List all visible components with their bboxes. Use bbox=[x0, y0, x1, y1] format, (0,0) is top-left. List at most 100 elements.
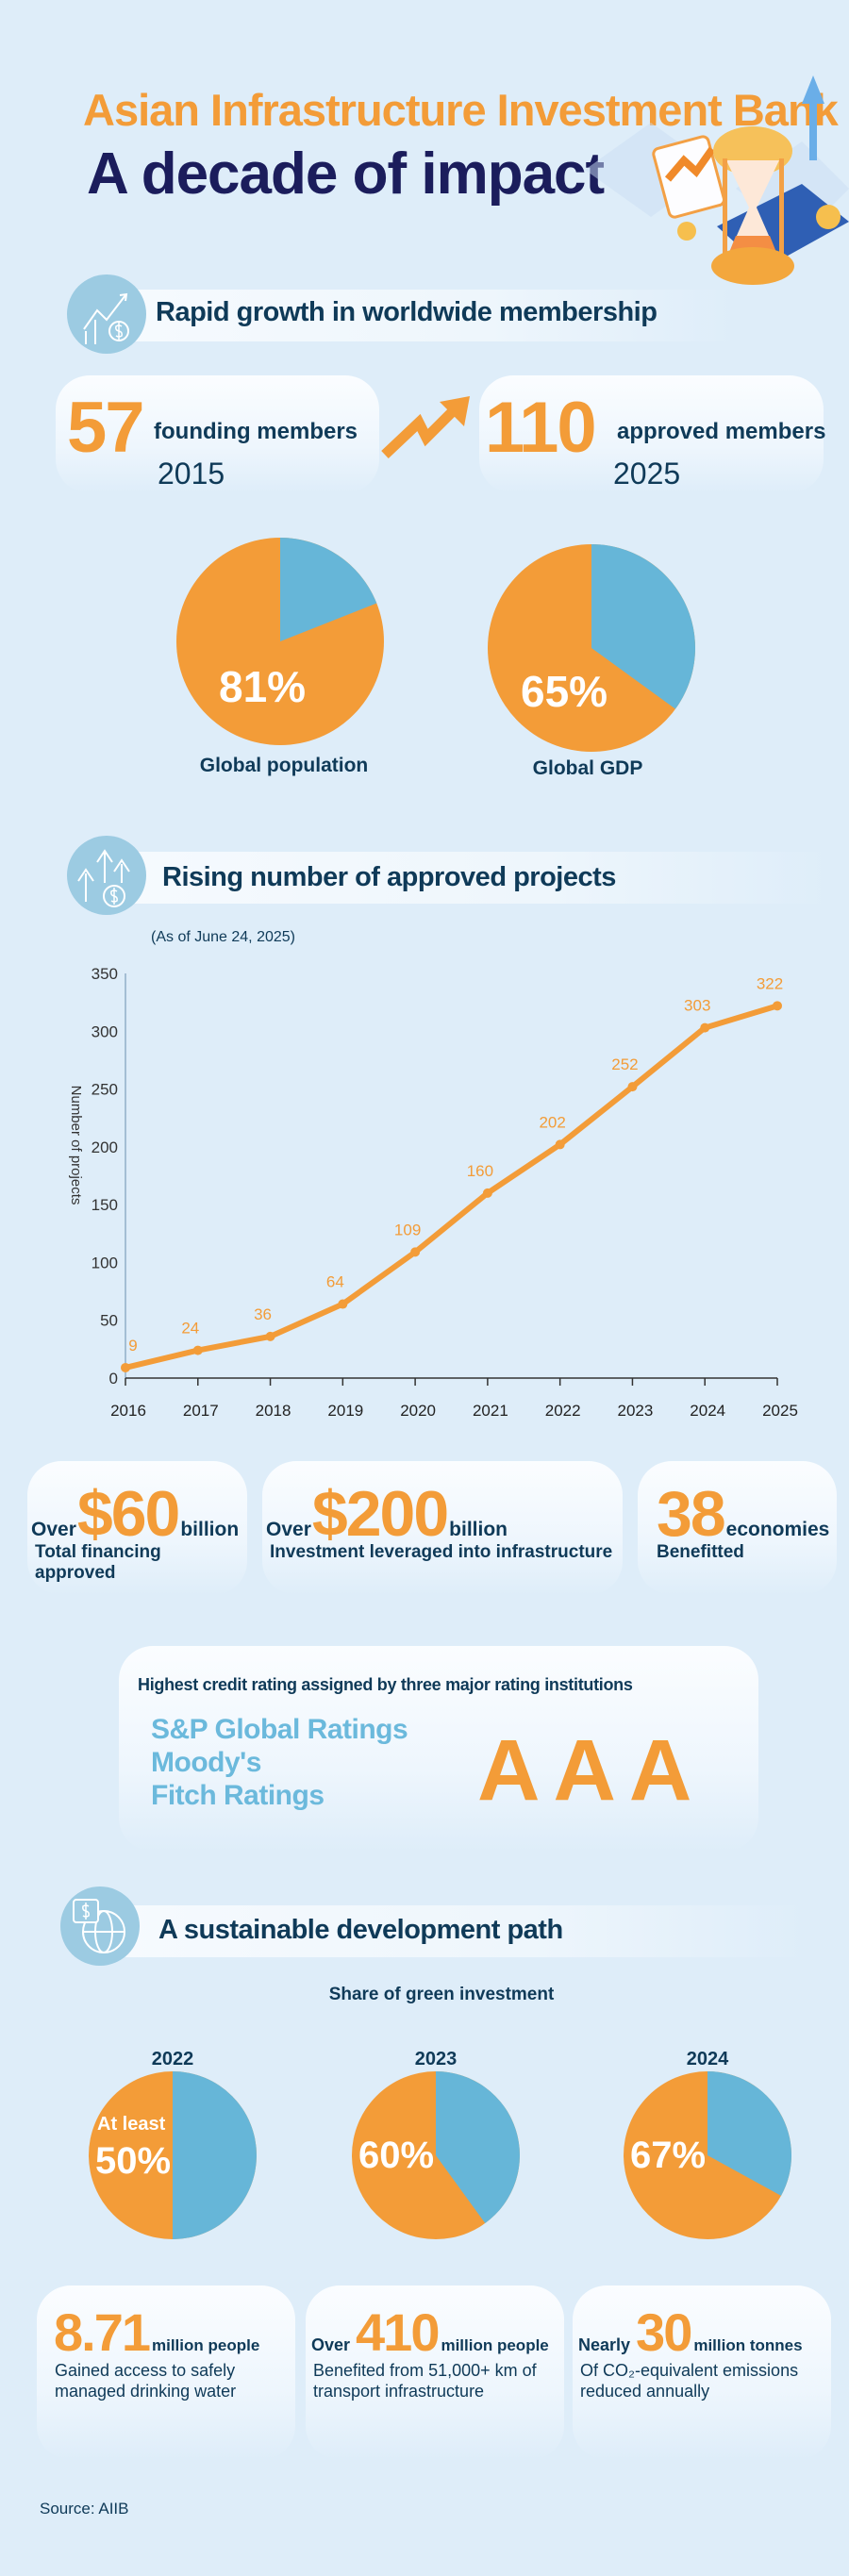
impact-card: 8.71 million people Gained access to saf… bbox=[37, 2285, 295, 2460]
data-point bbox=[265, 1331, 275, 1341]
y-tick-label: 0 bbox=[109, 1370, 118, 1388]
impact-description-line2: transport infrastructure bbox=[313, 2382, 485, 2401]
impact-number: 8.71 bbox=[54, 2302, 151, 2362]
x-tick-label: 2023 bbox=[618, 1402, 654, 1420]
impact-unit: million tonnes bbox=[693, 2336, 803, 2354]
data-point bbox=[627, 1082, 638, 1092]
data-point bbox=[700, 1022, 710, 1033]
x-tick-label: 2018 bbox=[256, 1402, 291, 1420]
green-pie-value: 67% bbox=[630, 2135, 707, 2176]
credit-rating-card: Highest credit rating assigned by three … bbox=[119, 1646, 758, 1852]
impact-description-line1: Gained access to safely bbox=[55, 2361, 236, 2380]
rating-grade: AAA bbox=[477, 1722, 706, 1819]
founding-year: 2015 bbox=[158, 457, 225, 490]
section-title-sustainable: A sustainable development path bbox=[158, 1915, 563, 1945]
stat-description: Investment leveraged into infrastructure bbox=[270, 1542, 613, 1562]
green-pie-value: 50% bbox=[95, 2140, 172, 2182]
impact-card: Over 410 million people Benefited from 5… bbox=[306, 2285, 564, 2460]
stat-prefix: Over bbox=[266, 1519, 311, 1540]
impact-description-line2: reduced annually bbox=[580, 2382, 710, 2401]
source-note: Source: AIIB bbox=[40, 2500, 129, 2518]
impact-number: 410 bbox=[356, 2302, 440, 2362]
y-axis-label: Number of projects bbox=[68, 1085, 84, 1205]
membership-pies bbox=[176, 538, 695, 752]
stat-unit: economies bbox=[725, 1519, 830, 1540]
stat-unit: billion bbox=[180, 1519, 240, 1540]
green-pie-year: 2024 bbox=[686, 2049, 729, 2069]
founding-label: founding members bbox=[154, 419, 358, 444]
stat-number: 38 bbox=[657, 1478, 726, 1550]
projects-line bbox=[125, 1003, 778, 1371]
impact-number: 30 bbox=[636, 2302, 692, 2362]
pie-gdp-label: Global GDP bbox=[532, 757, 643, 779]
data-label: 36 bbox=[254, 1305, 272, 1323]
stat-unit: billion bbox=[449, 1519, 508, 1540]
pie-green-2022-blue-slice bbox=[173, 2071, 257, 2239]
impact-prefix: Over bbox=[311, 2335, 351, 2354]
data-label: 109 bbox=[394, 1221, 421, 1238]
x-tick-label: 2020 bbox=[400, 1402, 436, 1420]
approved-year: 2025 bbox=[613, 457, 681, 490]
impact-unit: million people bbox=[441, 2336, 549, 2354]
y-tick-label: 200 bbox=[92, 1138, 118, 1156]
x-tick-label: 2019 bbox=[327, 1402, 363, 1420]
stat-number: $60 bbox=[76, 1478, 180, 1550]
growth-chart-dollar-gear-icon bbox=[67, 274, 146, 354]
rating-agency-sp: S&P Global Ratings bbox=[151, 1714, 408, 1745]
y-tick-label: 300 bbox=[92, 1022, 118, 1040]
arrows-up-dollar-icon bbox=[67, 836, 146, 915]
x-tick-label: 2016 bbox=[110, 1402, 146, 1420]
data-label: 322 bbox=[757, 974, 783, 992]
data-label: 252 bbox=[611, 1055, 638, 1073]
data-point bbox=[121, 1362, 130, 1372]
impact-description-line2: managed drinking water bbox=[55, 2382, 237, 2401]
pie-green-2023-blue-slice bbox=[436, 2071, 520, 2224]
stat-card: Over $60 billion Total financing approve… bbox=[27, 1461, 247, 1595]
coin-icon bbox=[677, 222, 696, 241]
impact-card: Nearly 30 million tonnes Of CO₂-equivale… bbox=[573, 2285, 831, 2460]
section-title-projects: Rising number of approved projects bbox=[162, 862, 616, 892]
section-banner-projects bbox=[113, 852, 830, 904]
impact-unit: million people bbox=[152, 2336, 260, 2354]
green-pie-year: 2023 bbox=[414, 2049, 458, 2069]
pie-gdp-blue-slice bbox=[591, 544, 695, 709]
projects-line-chart: 0 50 100 150 200 250 300 350 2016 2017 2018 2019 202… bbox=[92, 965, 798, 1420]
y-tick-label: 350 bbox=[92, 965, 118, 983]
approved-label: approved members bbox=[617, 419, 826, 444]
data-point bbox=[410, 1247, 421, 1257]
pie-population-label: Global population bbox=[199, 755, 369, 776]
growth-arrow-icon bbox=[381, 396, 470, 458]
data-label: 160 bbox=[467, 1162, 493, 1180]
x-tick-label: 2025 bbox=[762, 1402, 798, 1420]
x-tick-label: 2017 bbox=[183, 1402, 219, 1420]
founding-number: 57 bbox=[67, 388, 145, 468]
stat-number: $200 bbox=[311, 1478, 449, 1550]
x-tick-label: 2022 bbox=[545, 1402, 581, 1420]
stat-description: Benefitted bbox=[657, 1542, 744, 1562]
pie-green-2024-blue-slice bbox=[708, 2071, 792, 2196]
stat-card: Over $200 billion Investment leveraged i… bbox=[262, 1461, 623, 1595]
green-pie-year: 2022 bbox=[151, 2049, 194, 2069]
yen-coin-icon bbox=[816, 205, 841, 229]
data-label: 24 bbox=[181, 1320, 199, 1338]
rating-agency-fitch: Fitch Ratings bbox=[151, 1780, 325, 1811]
section-title-membership: Rapid growth in worldwide membership bbox=[156, 297, 658, 327]
impact-prefix: Nearly bbox=[578, 2335, 631, 2354]
stat-card: 38 economies Benefitted bbox=[638, 1461, 837, 1595]
x-tick-label: 2024 bbox=[690, 1402, 725, 1420]
green-pie-value: 60% bbox=[358, 2135, 435, 2176]
data-label: 9 bbox=[128, 1337, 137, 1354]
data-point bbox=[773, 1001, 782, 1011]
header-title: Asian Infrastructure Investment Bank bbox=[83, 85, 839, 135]
impact-description-line1: Of CO₂-equivalent emissions bbox=[580, 2361, 799, 2380]
approved-members-card: 110 approved members 2025 bbox=[479, 375, 826, 493]
data-point bbox=[338, 1299, 348, 1309]
y-tick-label: 250 bbox=[92, 1081, 118, 1099]
data-label: 303 bbox=[684, 997, 710, 1015]
green-pie-prefix: At least bbox=[97, 2114, 166, 2135]
section-banner-membership bbox=[113, 290, 736, 341]
data-point bbox=[482, 1188, 492, 1198]
pie-population-value: 81% bbox=[219, 662, 307, 711]
founding-members-card: 57 founding members 2015 bbox=[56, 375, 379, 493]
y-tick-label: 150 bbox=[92, 1196, 118, 1214]
